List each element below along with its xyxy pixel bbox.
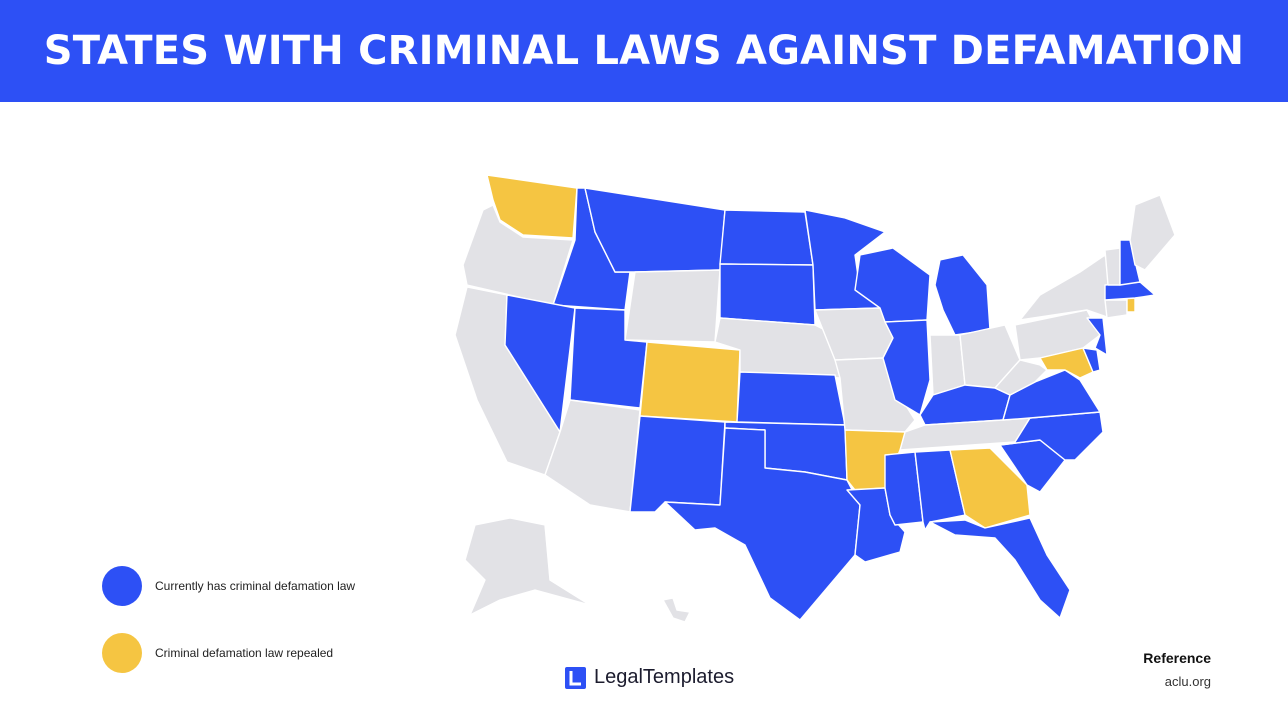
legaltemplates-logo-icon	[565, 666, 586, 689]
legend-swatch-has-law	[102, 566, 142, 606]
state-north-dakota	[719, 209, 814, 266]
state-oregon	[462, 204, 574, 306]
reference-source: aclu.org	[1164, 674, 1211, 689]
state-new-hampshire	[1119, 239, 1141, 286]
legend-label-repealed: Criminal defamation law repealed	[155, 646, 334, 660]
legend-label-has-law: Currently has criminal defamation law	[155, 579, 356, 593]
state-illinois	[882, 319, 931, 416]
us-map-svg	[454, 174, 1176, 623]
state-delaware	[1082, 347, 1101, 373]
state-georgia	[949, 447, 1031, 529]
state-new-york	[1019, 254, 1116, 321]
state-michigan	[934, 254, 991, 336]
us-map	[415, 160, 1195, 630]
state-alaska	[464, 517, 591, 616]
state-new-mexico	[629, 415, 726, 513]
legend-item-has-law: Currently has criminal defamation law	[102, 566, 355, 606]
state-connecticut	[1104, 299, 1128, 319]
state-vermont	[1104, 247, 1121, 286]
page-title: STATES WITH CRIMINAL LAWS AGAINST DEFAMA…	[43, 28, 1245, 74]
state-rhode-island	[1126, 297, 1136, 313]
state-maine	[1129, 194, 1176, 271]
reference-title: Reference	[1143, 650, 1211, 666]
brand-name: LegalTemplates	[594, 666, 735, 688]
state-texas	[664, 427, 861, 621]
reference-block: Reference aclu.org	[1143, 650, 1211, 689]
state-florida	[929, 517, 1071, 619]
title-banner: STATES WITH CRIMINAL LAWS AGAINST DEFAMA…	[0, 0, 1288, 102]
state-south-dakota	[719, 263, 816, 326]
legend-swatch-repealed	[102, 633, 142, 673]
state-colorado	[639, 341, 741, 423]
brand-logo-lockup: LegalTemplates	[565, 666, 734, 689]
legend-item-repealed: Criminal defamation law repealed	[102, 633, 333, 673]
state-new-jersey	[1086, 317, 1108, 356]
state-kansas	[736, 371, 846, 426]
state-wyoming	[624, 269, 721, 343]
state-hawaii	[662, 597, 691, 623]
